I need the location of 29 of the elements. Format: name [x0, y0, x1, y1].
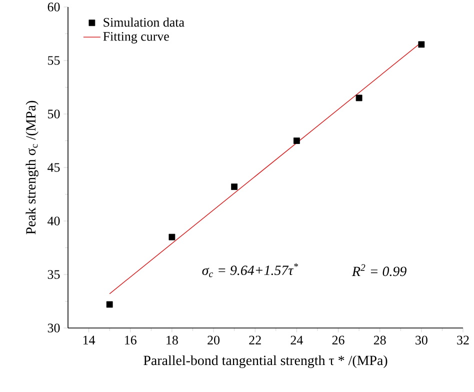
y-axis-title: Peak strength σ$_{c}$ /(MPa) — [26, 100, 38, 234]
y-tick-label: 30 — [48, 324, 60, 332]
x-tick-label: 24 — [290, 336, 303, 344]
x-tick-label: 20 — [208, 336, 220, 345]
annotation: σ$_{c}$ = 9.64+1.57τ$^{*}$ — [202, 263, 298, 278]
y-tick-label: 60 — [48, 2, 60, 12]
x-tick-label: 14 — [83, 336, 96, 344]
x-tick-label: 16 — [125, 336, 136, 344]
y-tick-label: 35 — [48, 270, 60, 279]
point — [293, 138, 300, 144]
point — [168, 234, 176, 240]
x-tick-label: 28 — [374, 336, 386, 345]
legend-label: Fitting curve — [103, 32, 169, 44]
x-tick-label: 30 — [416, 336, 428, 345]
y-tick-label: 40 — [48, 216, 60, 226]
y-tick-label: 50 — [48, 110, 60, 118]
legend-label: Simulation data — [104, 18, 184, 27]
y-tick-label: 45 — [48, 163, 60, 172]
x-axis-title: Parallel-bond tangential strength τ * /(MPa) — [144, 355, 388, 368]
point — [106, 301, 113, 308]
x-tick-label: 26 — [332, 336, 344, 344]
point — [356, 94, 362, 102]
point — [231, 184, 238, 190]
x-tick-label: 18 — [166, 336, 178, 345]
y-tick-label: 55 — [48, 56, 60, 65]
annotation: R$^{2}$ = 0.99 — [352, 264, 406, 276]
x-tick-label: 22 — [249, 336, 261, 344]
x-tick-label: 32 — [457, 336, 469, 344]
point — [418, 41, 425, 48]
